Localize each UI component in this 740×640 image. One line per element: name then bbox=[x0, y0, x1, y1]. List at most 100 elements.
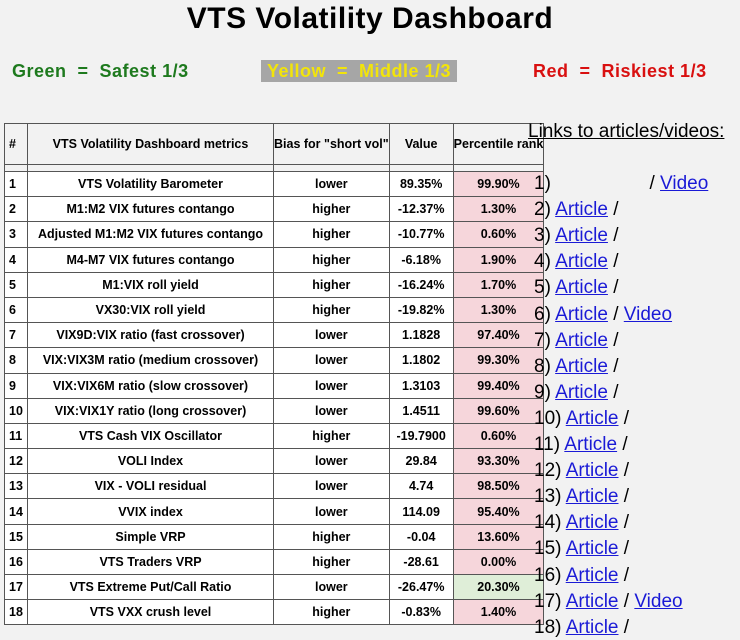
row-metric: VTS Volatility Barometer bbox=[27, 170, 274, 198]
link-row: 10) Article / bbox=[534, 407, 629, 431]
link-number: 8) bbox=[534, 355, 551, 377]
row-num: 7 bbox=[4, 322, 28, 349]
article-link[interactable]: Article bbox=[555, 277, 608, 299]
row-metric: M1:M2 VIX futures contango bbox=[27, 196, 274, 223]
row-num: 6 bbox=[4, 296, 28, 324]
row-bias: lower bbox=[273, 347, 390, 374]
article-link[interactable]: Article bbox=[565, 616, 619, 638]
row-value: 4.74 bbox=[388, 473, 454, 500]
table-row: 14 VVIX index lower 114.09 95.40% bbox=[4, 498, 545, 525]
link-separator: / bbox=[622, 434, 628, 455]
article-link[interactable]: Article bbox=[565, 486, 619, 508]
row-percentile: 1.70% bbox=[452, 271, 545, 298]
link-row: 17) Article / Video bbox=[534, 590, 683, 614]
row-percentile: 1.90% bbox=[452, 246, 545, 273]
row-num: 2 bbox=[4, 196, 28, 223]
legend-red: Red = Riskiest 1/3 bbox=[533, 61, 707, 81]
link-row: 5) Article / bbox=[534, 276, 619, 300]
row-num: 17 bbox=[4, 573, 28, 601]
row-num: 10 bbox=[4, 397, 28, 424]
row-value: 114.09 bbox=[388, 498, 454, 525]
row-num: 1 bbox=[4, 170, 28, 198]
links-title: Links to articles/videos: bbox=[528, 121, 725, 142]
row-num: 3 bbox=[4, 221, 28, 248]
row-num: 18 bbox=[4, 599, 28, 626]
link-separator: / bbox=[623, 590, 630, 612]
row-metric: VIX:VIX1Y ratio (long crossover) bbox=[27, 397, 274, 424]
row-metric: M4-M7 VIX futures contango bbox=[27, 246, 274, 273]
row-bias: higher bbox=[273, 296, 390, 324]
row-num: 12 bbox=[4, 448, 28, 475]
table-header-row: # VTS Volatility Dashboard metrics Bias … bbox=[4, 123, 545, 165]
table-row: 6 VX30:VIX roll yield higher -19.82% 1.30% bbox=[4, 296, 545, 324]
article-link[interactable]: Article bbox=[565, 407, 619, 429]
page-title: VTS Volatility Dashboard bbox=[186, 2, 554, 35]
row-bias: lower bbox=[273, 322, 390, 349]
row-metric: Simple VRP bbox=[27, 523, 274, 550]
row-num: 5 bbox=[4, 271, 28, 298]
article-link[interactable]: Article bbox=[555, 199, 608, 221]
link-separator: / bbox=[623, 512, 630, 534]
row-num: 15 bbox=[4, 523, 28, 550]
link-separator: / bbox=[613, 251, 619, 273]
row-metric: VTS Traders VRP bbox=[27, 548, 274, 576]
link-separator: / bbox=[613, 225, 619, 247]
link-row: 12) Article / bbox=[534, 459, 629, 483]
row-metric: Adjusted M1:M2 VIX futures contango bbox=[27, 221, 274, 248]
row-metric: VTS Cash VIX Oscillator bbox=[27, 422, 274, 450]
video-link[interactable]: Video bbox=[623, 303, 673, 325]
table-row: 9 VIX:VIX6M ratio (slow crossover) lower 1.… bbox=[4, 372, 545, 399]
table-row: 8 VIX:VIX3M ratio (medium crossover) lower… bbox=[4, 347, 545, 374]
header-percentile: Percentile rank bbox=[452, 123, 545, 165]
row-percentile: 98.50% bbox=[452, 473, 545, 500]
link-separator: / bbox=[613, 199, 619, 221]
row-bias: lower bbox=[273, 372, 390, 399]
article-link[interactable]: Article bbox=[555, 381, 608, 403]
article-link[interactable]: Article bbox=[555, 355, 608, 377]
video-link[interactable]: Video bbox=[634, 590, 683, 612]
row-metric: VIX9D:VIX ratio (fast crossover) bbox=[27, 322, 274, 349]
row-num: 9 bbox=[4, 372, 28, 399]
article-link[interactable]: Article bbox=[555, 225, 608, 247]
row-value: -0.04 bbox=[388, 523, 454, 550]
row-value: 1.1802 bbox=[388, 347, 454, 374]
row-value: 1.3103 bbox=[388, 372, 454, 399]
article-link[interactable]: Article bbox=[564, 434, 618, 455]
row-num: 16 bbox=[4, 548, 28, 576]
row-num: 4 bbox=[4, 246, 28, 273]
article-link[interactable]: Article bbox=[565, 538, 619, 560]
article-link[interactable]: Article bbox=[555, 303, 608, 325]
row-bias: higher bbox=[273, 548, 390, 576]
table-row: 16 VTS Traders VRP higher -28.61 0.00% bbox=[4, 548, 545, 576]
table-row: 7 VIX9D:VIX ratio (fast crossover) lower 1.… bbox=[4, 322, 545, 349]
link-row: 16) Article / bbox=[534, 564, 629, 588]
row-percentile: 20.30% bbox=[452, 573, 545, 601]
row-value: 1.4511 bbox=[388, 397, 454, 424]
row-percentile: 13.60% bbox=[452, 523, 545, 550]
table-row: 1 VTS Volatility Barometer lower 89.35% 99.9… bbox=[4, 170, 545, 198]
article-link[interactable]: Article bbox=[565, 460, 619, 482]
row-percentile: 93.30% bbox=[452, 448, 545, 475]
table-row: 12 VOLI Index lower 29.84 93.30% bbox=[4, 448, 545, 475]
article-link[interactable]: Article bbox=[555, 329, 608, 351]
link-number: 12) bbox=[534, 460, 562, 482]
link-separator: / bbox=[623, 407, 630, 429]
row-metric: VOLI Index bbox=[27, 448, 274, 475]
link-row: 2) Article / bbox=[534, 198, 619, 222]
article-link[interactable]: Article bbox=[555, 251, 608, 273]
table-row: 15 Simple VRP higher -0.04 13.60% bbox=[4, 523, 545, 550]
row-num: 8 bbox=[4, 347, 28, 374]
row-bias: higher bbox=[273, 599, 390, 626]
article-link[interactable]: Article bbox=[565, 512, 619, 534]
row-metric: M1:VIX roll yield bbox=[27, 271, 274, 298]
table-row: 5 M1:VIX roll yield higher -16.24% 1.70% bbox=[4, 271, 545, 298]
link-row: 7) Article / bbox=[534, 329, 619, 353]
link-separator: / bbox=[623, 616, 630, 638]
link-separator: / bbox=[613, 277, 619, 299]
article-link[interactable]: Article bbox=[565, 590, 619, 612]
link-separator: / bbox=[623, 460, 630, 482]
row-metric: VTS VXX crush level bbox=[27, 599, 274, 626]
article-link[interactable]: Article bbox=[565, 564, 619, 586]
video-link[interactable]: Video bbox=[660, 173, 709, 194]
row-bias: higher bbox=[273, 523, 390, 550]
